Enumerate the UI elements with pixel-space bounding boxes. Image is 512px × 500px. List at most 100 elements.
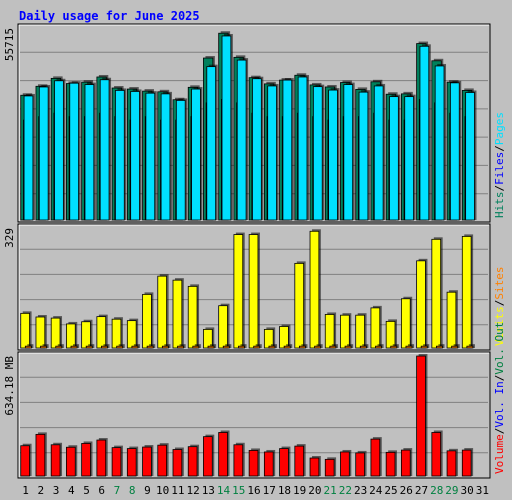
volume-bar-volume-day16 — [248, 448, 260, 477]
visits-bar-sites-day19 — [298, 344, 308, 349]
visits-bar-visits-day11 — [172, 278, 184, 349]
volume-bar-volume-day2-body — [35, 433, 46, 477]
visits-bar-sites-day27-body — [420, 345, 428, 349]
volume-bar-volume-day26-body — [400, 449, 411, 477]
hits-bar-pages-day19 — [297, 74, 309, 221]
hits-bar-pages-day23-body — [358, 91, 369, 221]
visits-bar-sites-day26-body — [405, 345, 413, 349]
hits-bar-pages-day24 — [373, 83, 386, 221]
visits-bar-visits-day9-body — [142, 293, 152, 349]
visits-bar-sites-day28 — [436, 344, 445, 349]
visits-bar-sites-day24 — [375, 344, 384, 349]
x-tick-label-day19: 19 — [293, 484, 306, 497]
hits-bar-pages-day20-body — [312, 86, 323, 221]
visits-bar-sites-day22-body — [344, 345, 352, 349]
visits-bar-sites-day25 — [390, 344, 399, 349]
visits-bar-sites-day19-body — [298, 345, 306, 349]
visits-bar-sites-day15-body — [238, 345, 245, 349]
visits-bar-visits-day28 — [431, 237, 443, 349]
visits-bar-sites-day16-body — [253, 345, 261, 349]
visits-legend-sites: Sites — [493, 267, 506, 300]
visits-bar-visits-day14-body — [218, 305, 228, 349]
visits-bar-visits-day19-body — [294, 262, 305, 349]
visits-bar-visits-day15 — [233, 232, 245, 349]
hits-bar-pages-day26-body — [404, 96, 414, 221]
volume-bar-volume-day23-body — [355, 452, 365, 477]
hits-bar-pages-day11-body — [175, 100, 186, 221]
volume-bar-volume-day23 — [355, 450, 367, 477]
hits-bar-pages-day17-body — [267, 85, 277, 221]
volume-legend-separator: / — [493, 375, 506, 382]
volume-bar-volume-day30 — [461, 448, 474, 477]
visits-bar-sites-day20 — [314, 344, 323, 349]
hits-bar-pages-day13 — [206, 64, 218, 221]
visits-bar-visits-day4 — [66, 321, 78, 349]
volume-bar-volume-day4-body — [66, 446, 76, 477]
hits-ymax-label: 55715 — [3, 28, 16, 61]
visits-bar-sites-day2 — [40, 344, 49, 349]
visits-bar-visits-day22 — [340, 313, 352, 349]
hits-bar-pages-day8 — [130, 89, 142, 221]
x-tick-label-day24: 24 — [369, 484, 383, 497]
x-tick-label-day20: 20 — [308, 484, 321, 497]
volume-bar-volume-day5 — [81, 441, 93, 477]
x-tick-label-day9: 9 — [144, 484, 151, 497]
visits-bar-visits-day1 — [20, 311, 32, 349]
volume-bar-volume-day10 — [157, 443, 169, 477]
volume-bar-volume-day10-body — [157, 444, 168, 477]
volume-bar-volume-day29-body — [446, 450, 457, 477]
volume-bar-volume-day11 — [172, 447, 184, 477]
hits-bar-pages-day6-body — [99, 79, 110, 221]
volume-bar-volume-day15-body — [233, 444, 244, 477]
chart-panels: 55715Hits/Files/Pages329Visits/Sites634.… — [3, 23, 506, 479]
volume-legend: Volume/Vol. In/Vol. Out — [493, 322, 506, 474]
volume-bar-volume-day14 — [218, 430, 230, 477]
hits-bar-pages-day10 — [160, 91, 172, 221]
hits-bar-pages-day7-body — [115, 90, 125, 221]
volume-bar-volume-day3 — [50, 442, 63, 477]
volume-bar-volume-day20-body — [309, 457, 320, 477]
visits-bar-visits-day21 — [324, 312, 337, 349]
visits-bar-sites-day11-body — [177, 345, 185, 349]
visits-bar-sites-day14-body — [222, 345, 230, 349]
visits-bar-sites-day8 — [131, 344, 140, 349]
volume-bar-volume-day13-body — [203, 436, 213, 477]
volume-bar-volume-day24 — [370, 437, 382, 477]
hits-bar-pages-day23 — [358, 90, 370, 221]
visits-bar-visits-day29 — [446, 290, 458, 349]
visits-ymax-label: 329 — [3, 228, 16, 248]
visits-bar-sites-day14 — [222, 344, 232, 349]
visits-legend-separator: / — [493, 300, 506, 307]
visits-bar-sites-day18-body — [283, 345, 291, 349]
volume-bar-volume-day8-body — [126, 448, 137, 477]
volume-bar-volume-day7-body — [111, 447, 122, 477]
visits-bar-visits-day3-body — [50, 317, 61, 349]
visits-bar-visits-day9 — [142, 292, 154, 349]
x-tick-label-day27: 27 — [415, 484, 428, 497]
volume-bar-volume-day22-body — [340, 451, 350, 477]
volume-bar-volume-day25 — [385, 450, 397, 477]
visits-bar-visits-day3 — [50, 316, 63, 349]
hits-bar-pages-day27-body — [419, 45, 430, 221]
hits-bar-pages-day24-body — [373, 85, 384, 221]
hits-bar-pages-day12 — [191, 87, 203, 221]
visits-bar-visits-day30-body — [461, 235, 472, 349]
volume-bar-volume-day27-body — [416, 355, 426, 477]
volume-bar-volume-day20 — [309, 456, 321, 477]
hits-legend-hits: Hits — [493, 192, 506, 219]
volume-bar-volume-day6 — [96, 438, 108, 477]
x-tick-label-day15: 15 — [232, 484, 245, 497]
visits-bar-sites-day7-body — [116, 345, 124, 349]
volume-bar-volume-day24-body — [370, 438, 381, 477]
visits-bar-visits-day16-body — [248, 234, 259, 349]
visits-bar-sites-day23 — [359, 344, 369, 349]
visits-bar-visits-day20 — [309, 229, 321, 349]
visits-bar-sites-day4-body — [70, 345, 78, 349]
visits-bar-visits-day10 — [157, 274, 169, 349]
x-tick-label-day13: 13 — [202, 484, 215, 497]
hits-bar-pages-day1-body — [23, 95, 34, 221]
volume-bar-volume-day13 — [203, 434, 215, 477]
visits-bar-sites-day1-body — [24, 345, 32, 349]
hits-bar-pages-day14 — [221, 33, 233, 221]
visits-bar-visits-day24-body — [370, 307, 381, 349]
